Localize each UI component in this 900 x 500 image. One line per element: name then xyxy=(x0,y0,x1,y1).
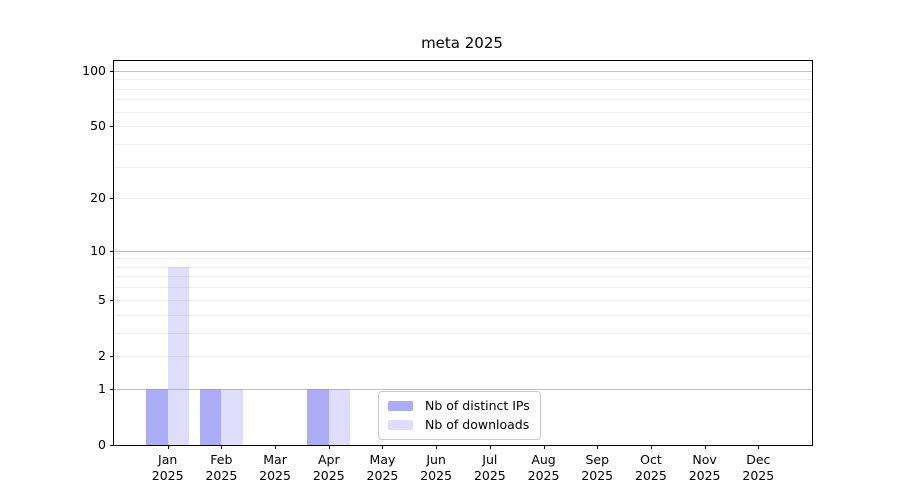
bar-distinct-ips-0 xyxy=(146,388,168,445)
gridline-minor xyxy=(114,198,812,200)
x-tick-mark xyxy=(597,445,599,449)
y-tick-label: 50 xyxy=(90,118,106,134)
x-tick-label: Mar 2025 xyxy=(259,452,291,483)
legend-item: Nb of downloads xyxy=(388,417,530,433)
legend: Nb of distinct IPs Nb of downloads xyxy=(378,391,541,440)
gridline-minor xyxy=(114,258,812,260)
x-tick-label: Nov 2025 xyxy=(688,452,721,483)
x-tick-mark xyxy=(489,445,491,449)
x-tick-mark xyxy=(758,445,760,449)
gridline-minor xyxy=(114,355,812,357)
y-tick-mark xyxy=(110,198,114,200)
x-tick-label: Dec 2025 xyxy=(742,452,775,483)
y-tick-label: 10 xyxy=(90,242,106,258)
y-tick-label: 5 xyxy=(98,291,106,307)
gridline-minor xyxy=(114,314,812,316)
y-tick-mark xyxy=(110,250,114,252)
legend-label: Nb of downloads xyxy=(425,417,530,432)
x-tick-label: Jan 2025 xyxy=(151,452,184,483)
x-tick-mark xyxy=(436,445,438,449)
x-tick-label: Jun 2025 xyxy=(420,452,453,483)
gridline-minor xyxy=(114,266,812,268)
legend-swatch-downloads xyxy=(388,420,413,430)
gridline-minor xyxy=(114,332,812,334)
x-tick-mark xyxy=(167,445,169,449)
y-tick-mark xyxy=(110,299,114,301)
x-tick-label: Oct 2025 xyxy=(635,452,667,483)
y-tick-label: 0 xyxy=(98,437,106,452)
x-tick-mark xyxy=(704,445,706,449)
y-tick-mark xyxy=(110,445,114,446)
y-tick-mark xyxy=(110,355,114,357)
y-tick-label: 2 xyxy=(98,347,106,363)
bar-distinct-ips-3 xyxy=(307,388,329,445)
x-tick-mark xyxy=(328,445,330,449)
gridline-minor xyxy=(114,299,812,301)
gridline-major xyxy=(114,250,812,252)
chart-title: meta 2025 xyxy=(421,34,503,52)
gridline-minor xyxy=(114,166,812,168)
bar-downloads-1 xyxy=(221,388,243,445)
x-tick-label: Jul 2025 xyxy=(473,452,506,483)
plot-area: Nb of distinct IPs Nb of downloads 0 1 2 5 1… xyxy=(82,60,813,483)
legend-swatch-distinct-ips xyxy=(388,401,413,411)
y-tick-label: 100 xyxy=(82,62,106,78)
x-tick-mark xyxy=(221,445,223,449)
y-tick-label: 20 xyxy=(90,190,106,206)
gridline-minor xyxy=(114,143,812,145)
gridline-minor xyxy=(114,126,812,128)
gridline-major xyxy=(114,388,812,390)
x-tick-mark xyxy=(382,445,384,449)
y-tick-mark xyxy=(110,126,114,128)
gridline-major xyxy=(114,70,812,72)
x-tick-mark xyxy=(543,445,545,449)
gridline-minor xyxy=(114,111,812,113)
x-tick-label: Feb 2025 xyxy=(205,452,238,483)
legend-label: Nb of distinct IPs xyxy=(425,398,530,413)
legend-item: Nb of distinct IPs xyxy=(388,398,530,414)
bar-distinct-ips-1 xyxy=(199,388,222,445)
gridline-minor xyxy=(114,79,812,81)
x-tick-label: Sep 2025 xyxy=(581,452,614,483)
x-tick-label: May 2025 xyxy=(366,452,399,483)
gridline-minor xyxy=(114,88,812,90)
gridline-minor xyxy=(114,287,812,289)
gridline-minor xyxy=(114,99,812,101)
bar-downloads-3 xyxy=(328,388,351,445)
y-tick-label: 1 xyxy=(98,380,106,396)
x-tick-label: Apr 2025 xyxy=(312,452,345,483)
x-tick-mark xyxy=(650,445,652,449)
bar-downloads-0 xyxy=(167,266,190,445)
y-tick-mark xyxy=(110,388,114,390)
y-tick-mark xyxy=(110,70,114,72)
x-tick-label: Aug 2025 xyxy=(527,452,560,483)
gridline-minor xyxy=(114,276,812,278)
x-tick-mark xyxy=(275,445,277,449)
